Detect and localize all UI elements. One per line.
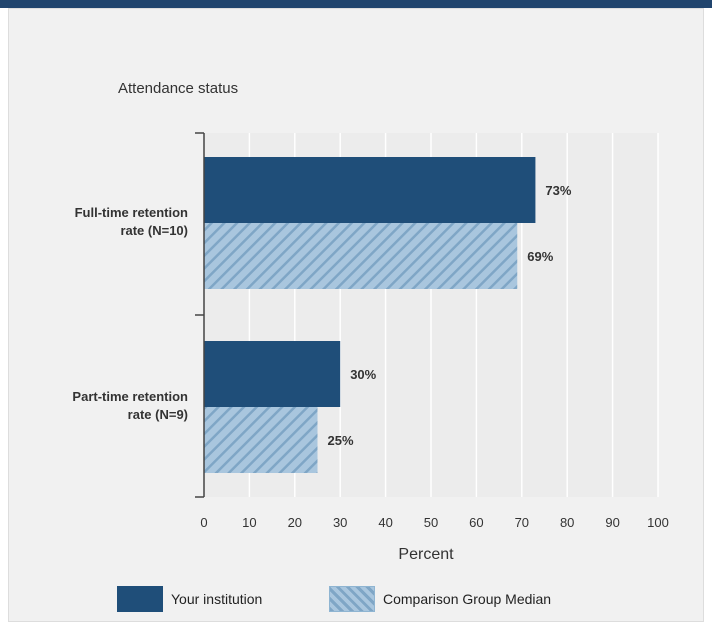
x-tick-label: 70 [515, 515, 529, 530]
bar [204, 407, 318, 473]
legend-label: Comparison Group Median [383, 591, 552, 607]
legend-item-comparison-median: Comparison Group Median [329, 586, 551, 612]
legend-item-your-institution: Your institution [117, 586, 262, 612]
data-label: 30% [350, 367, 376, 382]
x-tick-label: 10 [242, 515, 256, 530]
chart-title: Attendance status [118, 80, 239, 97]
header-bar [0, 0, 712, 8]
x-tick-label: 100 [647, 515, 669, 530]
category-label: rate (N=9) [128, 407, 188, 422]
bar [204, 341, 341, 407]
bar [204, 157, 536, 223]
bar [204, 223, 518, 289]
x-tick-label: 60 [469, 515, 483, 530]
x-tick-label: 50 [424, 515, 438, 530]
legend: Your institution Comparison Group Median [0, 586, 712, 616]
legend-swatch-solid [117, 586, 163, 612]
x-tick-label: 80 [560, 515, 574, 530]
x-axis-title: Percent [398, 546, 454, 563]
x-tick-label: 30 [333, 515, 347, 530]
legend-label: Your institution [171, 591, 263, 607]
category-label: Part-time retention [72, 389, 188, 404]
category-label: rate (N=10) [120, 223, 188, 238]
data-label: 69% [527, 249, 553, 264]
x-tick-label: 0 [200, 515, 207, 530]
x-tick-label: 20 [288, 515, 302, 530]
legend-swatch-hatched [329, 586, 375, 612]
x-tick-label: 90 [605, 515, 619, 530]
data-label: 73% [545, 183, 571, 198]
x-tick-label: 40 [378, 515, 392, 530]
data-label: 25% [328, 433, 354, 448]
category-label: Full-time retention [75, 205, 188, 220]
